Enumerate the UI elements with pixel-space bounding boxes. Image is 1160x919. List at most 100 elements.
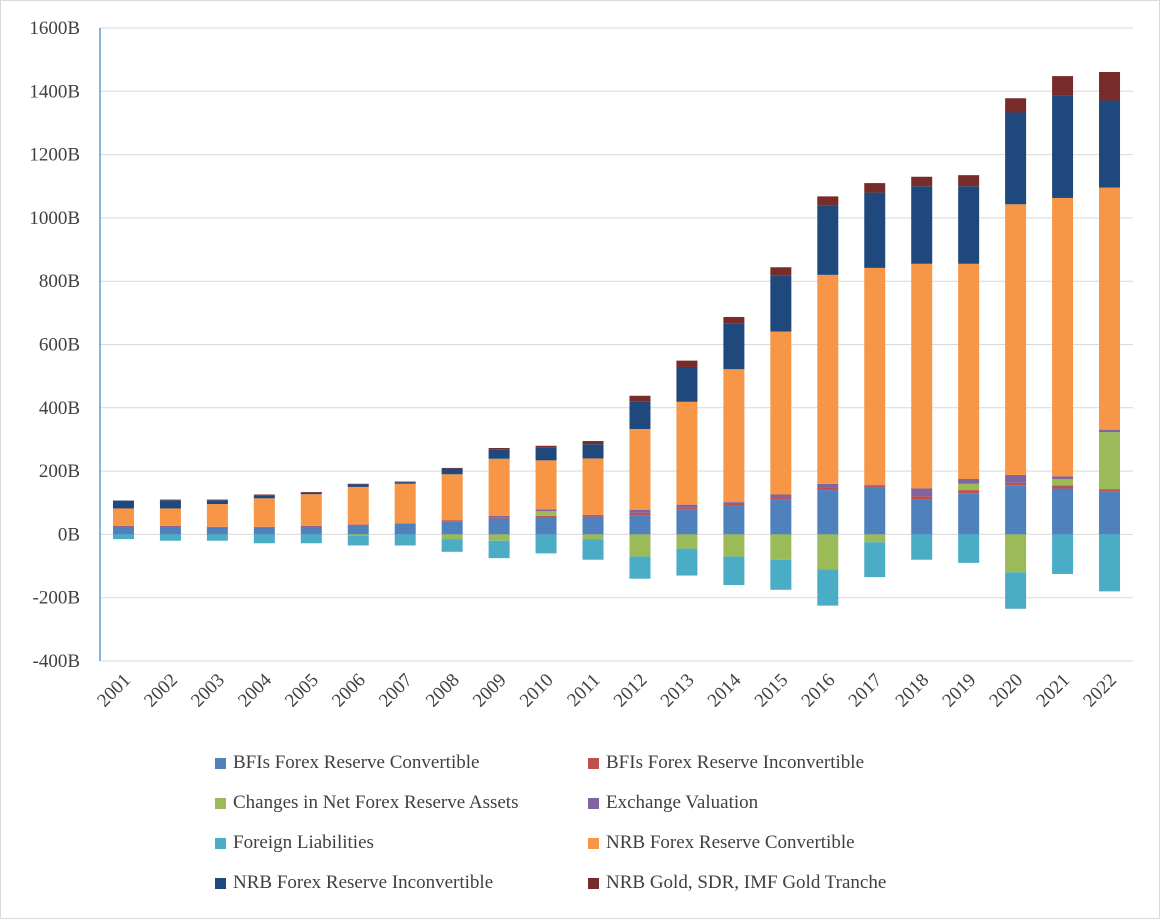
bar-segment <box>958 493 980 535</box>
bar-segment <box>958 263 980 480</box>
y-tick-label: 1400B <box>29 81 80 102</box>
legend-swatch <box>215 877 226 889</box>
bar-segment <box>629 556 651 579</box>
y-tick-label: 0B <box>58 524 80 545</box>
bar-segment <box>1099 187 1121 430</box>
legend-item: NRB Forex Reserve Convertible <box>588 832 855 854</box>
x-tick-label: 2017 <box>845 670 887 712</box>
bar-segment <box>300 526 322 535</box>
bar-segment <box>206 504 228 527</box>
bar-segment <box>676 509 698 535</box>
x-tick-label: 2015 <box>751 670 793 712</box>
bar-segment <box>958 490 980 494</box>
legend-label: NRB Forex Reserve Convertible <box>606 832 855 853</box>
bar-segment <box>253 495 275 499</box>
x-tick-label: 2003 <box>187 670 229 712</box>
bar-segment <box>394 523 416 524</box>
x-tick-label: 2016 <box>798 670 840 712</box>
bar-segment <box>817 196 839 206</box>
legend-item: NRB Forex Reserve Inconvertible <box>215 872 493 894</box>
legend-swatch <box>588 757 599 769</box>
bar-segment <box>159 525 181 527</box>
bar-segment <box>582 458 604 515</box>
bar-segment <box>441 520 463 522</box>
bar-segment <box>911 176 933 187</box>
bar-segment <box>488 517 510 519</box>
bar-segment <box>1005 98 1027 113</box>
bar-segment <box>958 534 980 563</box>
bar-segment <box>488 540 510 559</box>
bar-segment <box>817 274 839 484</box>
bar-segment <box>864 485 886 487</box>
bar-segment <box>817 205 839 275</box>
bar-segment <box>1099 534 1121 592</box>
bar-segment <box>159 499 181 501</box>
bar-segment <box>535 460 557 510</box>
legend-swatch <box>588 837 599 849</box>
bar-segment <box>1005 474 1027 483</box>
bar-segment <box>864 267 886 485</box>
bar-segment <box>1052 476 1074 480</box>
bar-segment <box>112 508 134 526</box>
bar-segment <box>723 504 745 506</box>
legend-label: Changes in Net Forex Reserve Assets <box>233 792 519 813</box>
bar-segment <box>1099 491 1121 535</box>
bar-segment <box>535 510 557 516</box>
bar-segment <box>864 534 886 543</box>
legend-item: BFIs Forex Reserve Inconvertible <box>588 752 864 774</box>
bar-segment <box>300 492 322 495</box>
bar-segment <box>629 509 651 513</box>
bar-segment <box>770 275 792 332</box>
legend-item: Changes in Net Forex Reserve Assets <box>215 792 518 814</box>
bar-segment <box>629 401 651 430</box>
bar-segment <box>206 534 228 541</box>
bar-segment <box>582 534 604 540</box>
bar-segment <box>535 509 557 511</box>
bar-segment <box>488 515 510 518</box>
bar-segment <box>347 524 369 535</box>
x-tick-label: 2014 <box>704 669 746 711</box>
y-tick-label: -200B <box>33 588 81 609</box>
legend-swatch <box>215 757 226 769</box>
bars <box>112 71 1121 609</box>
bar-segment <box>817 487 839 491</box>
y-tick-label: 600B <box>39 335 80 356</box>
bar-segment <box>723 502 745 505</box>
x-tick-label: 2009 <box>469 670 511 712</box>
bar-segment <box>676 507 698 510</box>
bar-segment <box>1052 95 1074 198</box>
bar-segment <box>582 514 604 517</box>
bar-segment <box>441 539 463 552</box>
bar-segment <box>535 445 557 448</box>
x-tick-label: 2008 <box>422 670 464 712</box>
legend-swatch <box>215 837 226 849</box>
bar-segment <box>911 496 933 500</box>
bar-segment <box>347 483 369 485</box>
legend-swatch <box>215 797 226 809</box>
bar-segment <box>159 526 181 535</box>
y-tick-label: 200B <box>39 461 80 482</box>
bar-segment <box>911 263 933 489</box>
bar-segment <box>817 490 839 535</box>
legend-label: BFIs Forex Reserve Inconvertible <box>606 752 865 773</box>
bar-segment <box>1099 489 1121 492</box>
bar-segment <box>582 444 604 459</box>
bar-segment <box>347 535 369 546</box>
bar-segment <box>206 499 228 501</box>
bar-segment <box>864 542 886 578</box>
bar-segment <box>253 527 275 535</box>
legend-item: NRB Gold, SDR, IMF Gold Tranche <box>588 872 886 894</box>
bar-segment <box>723 556 745 586</box>
y-axis-labels: -400B -200B 0B 200B 400B 600B 800B 1000B 1200B 14… <box>29 18 80 672</box>
bar-segment <box>582 516 604 518</box>
legend-label: NRB Forex Reserve Inconvertible <box>233 872 494 893</box>
legend-label: NRB Gold, SDR, IMF Gold Tranche <box>606 872 887 893</box>
bar-segment <box>535 516 557 535</box>
bar-segment <box>1005 534 1027 573</box>
bar-segment <box>441 534 463 540</box>
bar-segment <box>253 534 275 544</box>
bar-segment <box>911 488 933 497</box>
bar-segment <box>112 526 134 535</box>
bar-segment <box>1005 112 1027 205</box>
